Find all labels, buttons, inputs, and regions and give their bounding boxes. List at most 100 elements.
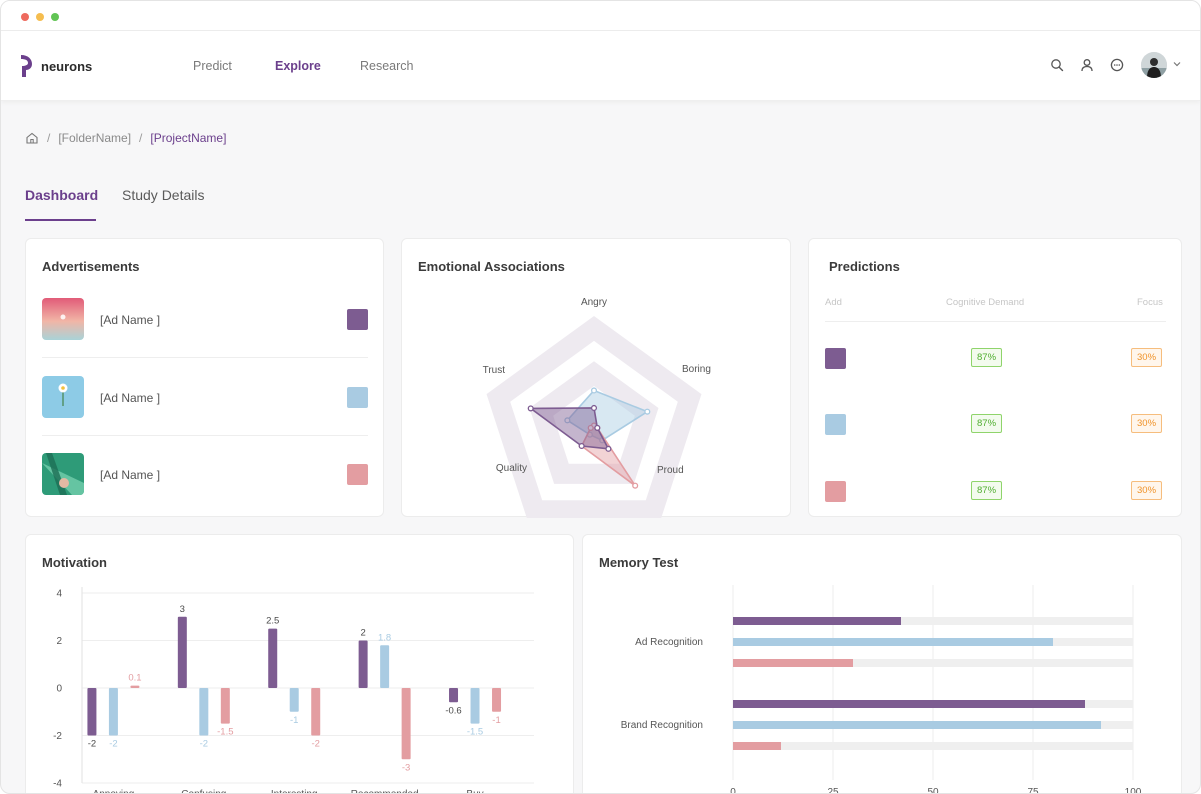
x-tick-label: 50 [927, 787, 939, 794]
y-tick-label: Brand Recognition [621, 720, 703, 731]
tab-dashboard[interactable]: Dashboard [25, 187, 99, 203]
emotional-associations-title: Emotional Associations [418, 259, 565, 274]
data-label: -2 [311, 739, 319, 750]
divider [42, 357, 368, 358]
data-label: 2 [360, 628, 365, 639]
advertisements-title: Advertisements [42, 259, 140, 274]
x-tick-label: Annoying [93, 789, 135, 794]
data-label: -1.5 [467, 727, 483, 738]
y-tick-label: 2 [56, 636, 62, 647]
user-icon[interactable] [1079, 57, 1095, 73]
radar-point [594, 424, 601, 431]
column-header-focus: Focus [1137, 297, 1163, 308]
bar [449, 688, 459, 703]
close-window-button[interactable] [21, 13, 29, 21]
bar [87, 688, 97, 736]
bar [199, 688, 209, 736]
memory-test-card: Memory Test 0 25 50 75 100 Ad Recognition Bran… [582, 534, 1182, 794]
data-label: 3 [180, 604, 185, 615]
radar-point [590, 387, 598, 394]
data-label: -1 [290, 715, 298, 726]
radar-chart: Angry Boring Proud Quality Trust [483, 297, 711, 518]
radar-point [587, 424, 594, 431]
tab-study-details[interactable]: Study Details [122, 187, 205, 203]
bar-track [733, 742, 1133, 750]
bar [380, 645, 390, 688]
bar [220, 688, 230, 724]
y-tick-label: -2 [53, 731, 62, 742]
active-tab-indicator [25, 219, 96, 221]
chat-icon[interactable] [1109, 57, 1125, 73]
focus-badge: 30% [1131, 481, 1163, 500]
home-icon[interactable] [25, 131, 39, 145]
logo[interactable]: neurons [19, 53, 92, 79]
bar [470, 688, 480, 724]
x-tick-label: Confusing [181, 789, 226, 794]
bar [733, 742, 781, 750]
list-item[interactable]: [Ad Name ] [42, 298, 368, 344]
x-tick-label: 0 [730, 787, 736, 794]
breadcrumb-separator: / [47, 131, 51, 145]
y-tick-label: 0 [56, 684, 62, 695]
bar [733, 700, 1085, 708]
radar-point [644, 408, 651, 415]
ad-name: [Ad Name ] [100, 313, 161, 327]
advertisements-card: Advertisements [Ad Name ] [25, 238, 384, 517]
data-label: -1 [492, 715, 500, 726]
divider [42, 435, 368, 436]
bar [733, 638, 1053, 646]
ad-color-swatch [347, 464, 368, 485]
x-tick-label: 25 [827, 787, 839, 794]
radar-point [605, 445, 612, 452]
breadcrumb-project[interactable]: [ProjectName] [150, 131, 227, 145]
radar-point [590, 404, 598, 412]
list-item[interactable]: [Ad Name ] [42, 376, 368, 422]
data-label: -0.6 [445, 705, 461, 716]
x-tick-label: Interesting [271, 789, 318, 794]
breadcrumb-folder[interactable]: [FolderName] [58, 131, 132, 145]
cognitive-demand-badge: 87% [971, 481, 1003, 500]
chevron-down-icon[interactable] [1172, 59, 1182, 69]
radar-point [564, 417, 571, 424]
axis-label: Angry [581, 297, 607, 308]
nav-link-predict[interactable]: Predict [193, 59, 232, 73]
column-header-cognitive-demand: Cognitive Demand [946, 297, 1025, 308]
logo-text: neurons [41, 58, 93, 74]
y-tick-label: Ad Recognition [635, 637, 703, 648]
y-tick-label: 4 [56, 589, 62, 600]
minimize-window-button[interactable] [36, 13, 44, 21]
cognitive-demand-badge: 87% [971, 348, 1003, 367]
maximize-window-button[interactable] [51, 13, 59, 21]
breadcrumb: / [FolderName] / [ProjectName] [25, 131, 226, 145]
column-header-ad: Add [825, 297, 842, 308]
ad-thumbnail [42, 453, 84, 495]
memory-test-title: Memory Test [599, 555, 679, 570]
nav-link-research[interactable]: Research [360, 59, 414, 73]
nav-link-explore[interactable]: Explore [275, 59, 321, 73]
bar-track [733, 659, 1133, 667]
ad-thumbnail [42, 298, 84, 340]
x-tick-label: 75 [1027, 787, 1039, 794]
predictions-card: Predictions Add Cognitive Demand Focus 8… [808, 238, 1182, 517]
bar [130, 685, 140, 688]
avatar[interactable] [1141, 52, 1167, 78]
radar-series [528, 407, 610, 450]
x-tick-label: Recommended [351, 789, 419, 794]
data-label: 0.1 [128, 673, 141, 684]
radar-series [566, 389, 650, 442]
radar-point [578, 442, 585, 450]
radar-point [632, 482, 639, 489]
ad-color-swatch [347, 309, 368, 330]
data-label: -2 [200, 739, 208, 750]
cognitive-demand-badge: 87% [971, 414, 1003, 433]
bar [492, 688, 502, 712]
prediction-color-swatch [825, 481, 846, 502]
list-item[interactable]: [Ad Name ] [42, 453, 368, 499]
data-label: 2.5 [266, 616, 279, 627]
bar [289, 688, 299, 712]
search-icon[interactable] [1049, 57, 1065, 73]
bar [358, 640, 368, 688]
data-label: -1.5 [217, 727, 233, 738]
bar [401, 688, 411, 760]
